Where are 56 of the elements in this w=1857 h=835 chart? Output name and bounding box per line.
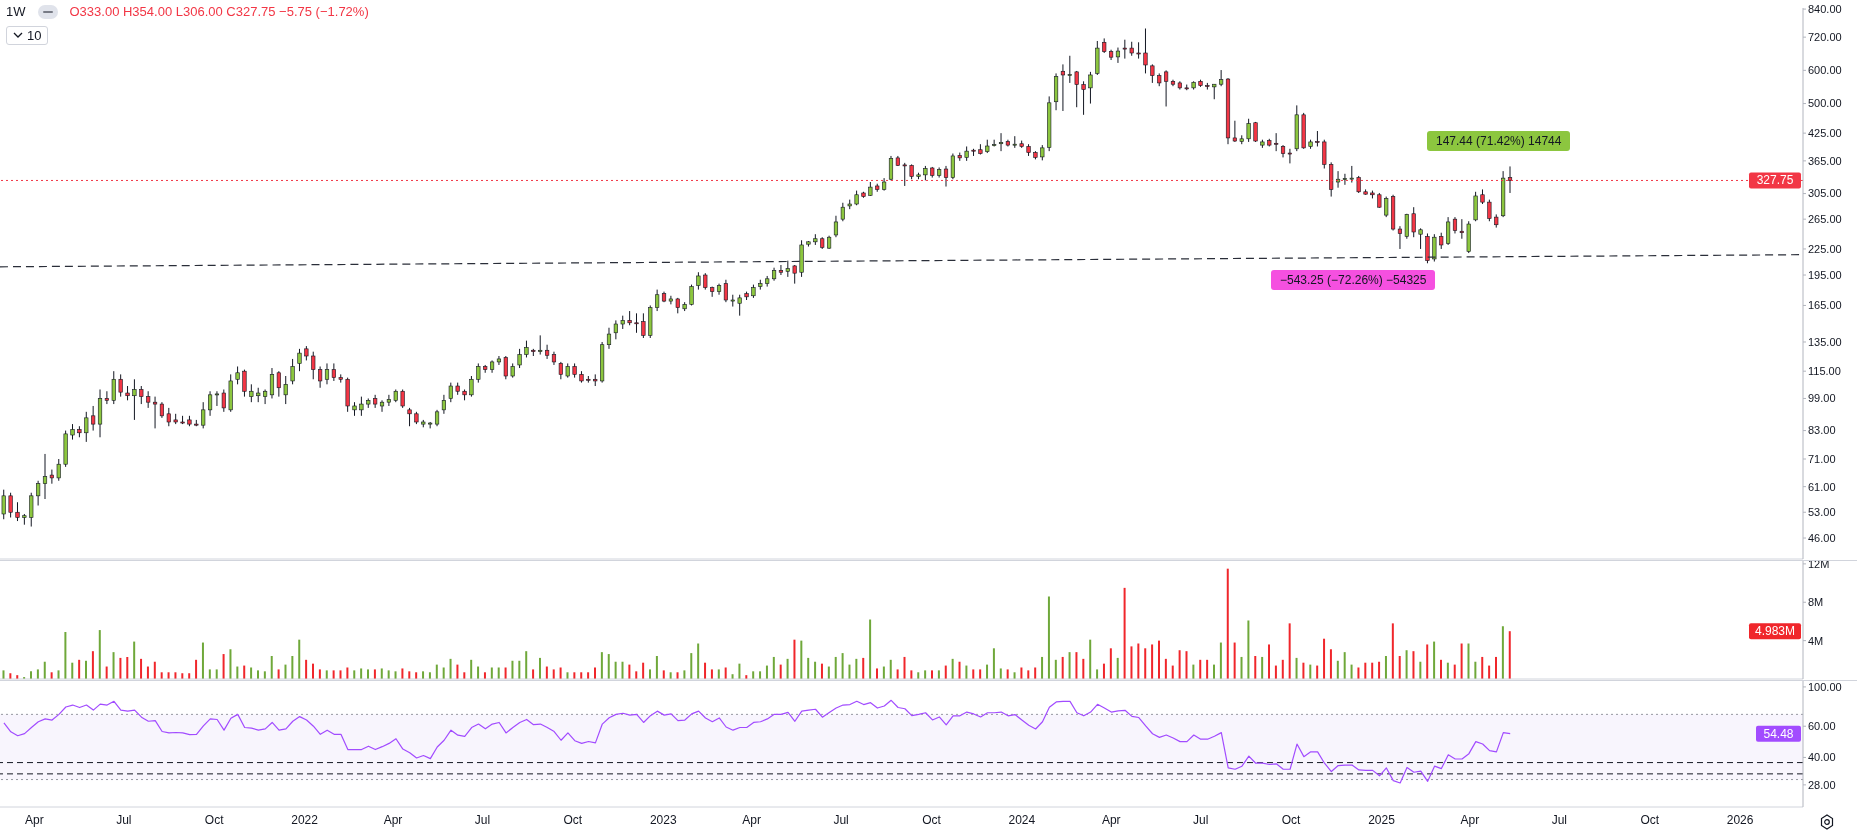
annotation: 54.48 (1763, 726, 1794, 741)
y-tick-label: 225.00 (1808, 242, 1842, 255)
chart-subtitle: O333.00 H354.00 L306.00 C327.75 −5.75 (−1.72%) (69, 4, 369, 19)
y-tick-label: 12M (1808, 557, 1830, 570)
y-tick-label: 46.00 (1808, 531, 1836, 544)
x-tick-label: Oct (1281, 812, 1302, 827)
x-tick-label: Oct (922, 812, 942, 827)
x-tick-label: Apr (742, 812, 761, 827)
x-tick-label: Jul (116, 812, 132, 827)
y-tick-label: 500.00 (1808, 97, 1842, 110)
x-tick-label: Apr (25, 812, 44, 827)
y-tick-label: 720.00 (1808, 31, 1842, 44)
x-tick-label: Oct (563, 812, 583, 827)
x-tick-label: Jul (1193, 812, 1209, 827)
x-tick-label: Apr (1101, 812, 1121, 827)
y-tick-label: 61.00 (1808, 480, 1836, 493)
y-tick-label: 4M (1808, 634, 1824, 647)
x-tick-label: Oct (204, 812, 225, 827)
annotation: −543.25 (−72.26%) −54325 (1280, 273, 1427, 287)
y-tick-label: 53.00 (1808, 506, 1836, 519)
y-tick-label: 115.00 (1808, 365, 1841, 378)
y-tick-label: 195.00 (1808, 268, 1842, 281)
measure-tag: 147.44 (71.42%) 14744 (1427, 131, 1571, 151)
y-tick-label: 425.00 (1808, 127, 1842, 140)
y-tick-label: 600.00 (1808, 64, 1842, 77)
y-tick-label: 83.00 (1808, 424, 1836, 437)
x-tick-label: Apr (1460, 812, 1480, 827)
y-tick-label: 60.00 (1808, 720, 1836, 733)
chart-title: 1W (6, 4, 26, 19)
y-tick-label: 365.00 (1808, 154, 1842, 167)
y-tick-label: 165.00 (1808, 299, 1842, 312)
annotation: 147.44 (71.42%) 14744 (1436, 134, 1562, 148)
y-tick-label: 305.00 (1808, 187, 1842, 200)
x-tick-label: Jul (1551, 812, 1567, 827)
y-tick-label: 100.00 (1808, 680, 1842, 693)
y-tick-label: 28.00 (1808, 778, 1836, 791)
y-tick-label: 135.00 (1808, 335, 1842, 348)
x-tick-label: Oct (1640, 812, 1660, 827)
y-tick-label: 99.00 (1808, 392, 1836, 405)
annotation: 10 (27, 28, 42, 43)
x-tick-label: 2023 (649, 812, 677, 827)
y-tick-label: 840.00 (1808, 2, 1842, 15)
x-tick-label: Apr (383, 812, 403, 827)
x-tick-label: Jul (474, 812, 491, 827)
x-tick-label: 2024 (1008, 812, 1036, 827)
x-tick-label: Jul (833, 812, 849, 827)
y-tick-label: 71.00 (1808, 452, 1836, 465)
ref-line-label: 327.75 (1756, 173, 1794, 188)
x-tick-label: 2025 (1368, 812, 1396, 827)
x-tick-label: 2022 (291, 812, 319, 827)
y-tick-label: 265.00 (1808, 213, 1842, 226)
x-tick-label: 2026 (1726, 812, 1754, 827)
y-tick-label: 40.00 (1808, 751, 1836, 764)
measure-tag: −543.25 (−72.26%) −54325 (1271, 270, 1436, 290)
y-tick-label: 8M (1808, 596, 1824, 609)
annotation: 4.983M (1754, 624, 1796, 639)
